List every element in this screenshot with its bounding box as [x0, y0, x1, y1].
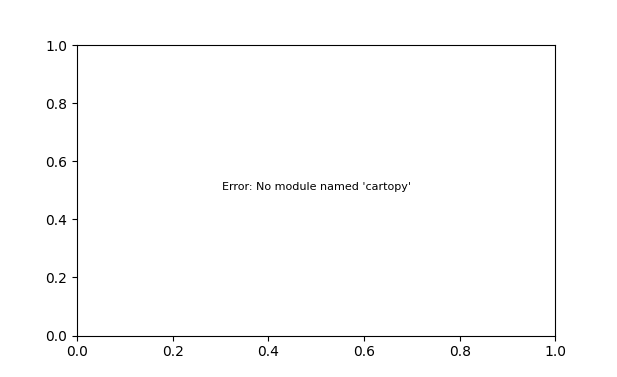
Text: Error: No module named 'cartopy': Error: No module named 'cartopy'	[222, 182, 411, 192]
